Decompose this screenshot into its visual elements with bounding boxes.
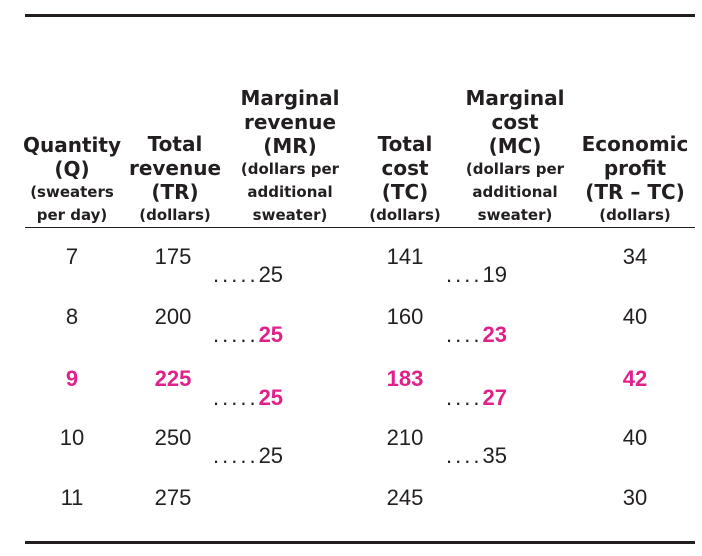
header-tc-line2: cost: [381, 156, 429, 180]
leader-dots: .....: [213, 262, 259, 287]
marginal-revenue-value: .....25: [213, 385, 283, 411]
header-profit-symbol: (TR – TC): [585, 180, 685, 204]
header-mr-line1: Marginal: [240, 86, 340, 110]
cell-total-cost: 183: [386, 366, 424, 391]
cell-economic-profit: 30: [622, 485, 648, 510]
cell-economic-profit: 34: [622, 244, 648, 269]
header-mr-unit1: (dollars per: [240, 160, 340, 178]
cell-total-revenue: 175: [154, 244, 192, 269]
header-marginal-revenue: Marginal revenue (MR) (dollars per addit…: [230, 86, 350, 227]
marginal-cost-value: ....27: [446, 385, 507, 411]
header-tr-symbol: (TR): [151, 180, 199, 204]
leader-dots: ....: [446, 385, 483, 410]
table-bottom-rule: [25, 541, 695, 544]
cell-total-cost: 245: [386, 485, 424, 510]
header-mr-line2: revenue: [243, 110, 337, 134]
table-top-rule: [25, 14, 695, 17]
header-mc-unit1: (dollars per: [465, 160, 565, 178]
cell-total-cost: 160: [386, 304, 424, 329]
cell-quantity: 10: [59, 425, 85, 450]
cell-economic-profit: 40: [622, 304, 648, 329]
header-mr-unit2: additional: [247, 183, 333, 201]
header-mc-symbol: (MC): [488, 134, 542, 158]
leader-dots: ....: [446, 443, 483, 468]
cell-total-cost: 210: [386, 425, 424, 450]
header-tc-line1: Total: [377, 132, 433, 156]
header-tc-symbol: (TC): [381, 180, 429, 204]
cell-quantity: 7: [65, 244, 79, 269]
header-total-cost: Total cost (TC) (dollars): [360, 132, 450, 227]
mr-number: 25: [258, 443, 284, 468]
mr-number: 25: [258, 385, 284, 410]
marginal-revenue-value: .....25: [213, 322, 283, 348]
mr-number: 25: [258, 322, 284, 347]
header-profit-unit: (dollars): [599, 206, 671, 224]
mc-number: 35: [482, 443, 507, 468]
header-tr-line1: Total: [147, 132, 203, 156]
cell-quantity: 11: [60, 485, 84, 510]
mr-number: 25: [258, 262, 284, 287]
header-economic-profit: Economic profit (TR – TC) (dollars): [580, 132, 690, 227]
header-profit-line1: Economic: [581, 132, 689, 156]
leader-dots: .....: [213, 443, 259, 468]
cell-economic-profit: 40: [622, 425, 648, 450]
leader-dots: .....: [213, 385, 259, 410]
header-quantity-unit2: per day): [36, 206, 108, 224]
marginal-cost-value: ....35: [446, 443, 507, 469]
header-profit-line2: profit: [603, 156, 667, 180]
cell-total-revenue: 225: [154, 366, 192, 391]
header-mc-line1: Marginal: [465, 86, 565, 110]
header-quantity: Quantity (Q) (sweaters per day): [22, 133, 122, 227]
cell-quantity: 8: [65, 304, 79, 329]
cell-total-cost: 141: [386, 244, 424, 269]
cell-total-revenue: 250: [154, 425, 192, 450]
header-mr-unit3: sweater): [252, 206, 328, 224]
marginal-revenue-value: .....25: [213, 443, 283, 469]
leader-dots: ....: [446, 322, 483, 347]
cell-quantity: 9: [65, 366, 79, 391]
cell-total-revenue: 275: [154, 485, 192, 510]
mc-number: 19: [482, 262, 507, 287]
header-mc-line2: cost: [491, 110, 539, 134]
leader-dots: ....: [446, 262, 483, 287]
mc-number: 27: [482, 385, 507, 410]
header-mc-unit3: sweater): [477, 206, 553, 224]
marginal-cost-value: ....23: [446, 322, 507, 348]
cell-total-revenue: 200: [154, 304, 192, 329]
marginal-cost-value: ....19: [446, 262, 507, 288]
cell-economic-profit: 42: [622, 366, 648, 391]
leader-dots: .....: [213, 322, 259, 347]
header-tr-line2: revenue: [128, 156, 222, 180]
marginal-revenue-value: .....25: [213, 262, 283, 288]
header-mc-unit2: additional: [472, 183, 558, 201]
header-quantity-line1: Quantity: [23, 133, 121, 157]
header-quantity-symbol: (Q): [54, 157, 90, 181]
header-tr-unit: (dollars): [139, 206, 211, 224]
header-mr-symbol: (MR): [263, 134, 317, 158]
header-divider-rule: [25, 227, 695, 228]
header-quantity-unit1: (sweaters: [30, 183, 114, 201]
header-marginal-cost: Marginal cost (MC) (dollars per addition…: [455, 86, 575, 227]
header-total-revenue: Total revenue (TR) (dollars): [125, 132, 225, 227]
mc-number: 23: [482, 322, 507, 347]
header-tc-unit: (dollars): [369, 206, 441, 224]
